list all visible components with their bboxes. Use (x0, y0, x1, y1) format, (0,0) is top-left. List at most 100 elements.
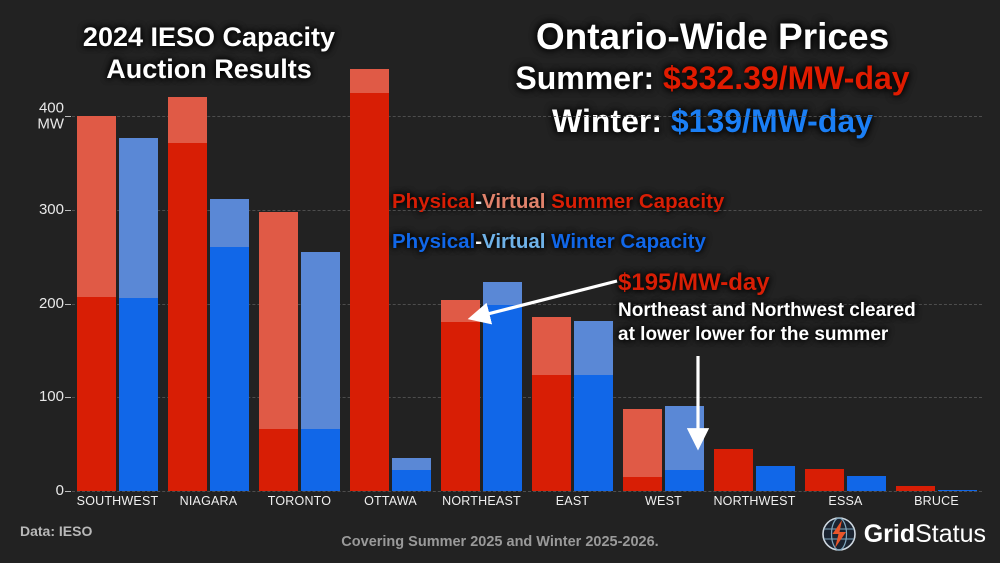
bar-segment-winter-physical[interactable] (938, 490, 977, 491)
bar-summer[interactable] (441, 299, 480, 491)
chart-title-line1: 2024 IESO Capacity (82, 22, 336, 52)
x-axis-label-niagara: NIAGARA (179, 494, 238, 508)
bar-winter[interactable] (938, 490, 977, 491)
x-axis-label-west: WEST (645, 494, 682, 508)
summer-price-row: Summer: $332.39/MW-day (440, 57, 985, 100)
x-axis-label-toronto: TORONTO (267, 494, 332, 508)
bar-segment-summer-physical[interactable] (532, 374, 571, 491)
bar-segment-winter-virtual[interactable] (119, 137, 158, 298)
y-axis-unit-label: MW (37, 115, 64, 133)
summer-price-value: $332.39/MW-day (663, 60, 910, 97)
page-title: 2024 IESO Capacity Auction Results (44, 22, 374, 86)
legend-summer-physical: Physical (392, 190, 476, 213)
winter-price-value: $139/MW-day (670, 103, 873, 140)
bar-summer[interactable] (259, 211, 298, 491)
x-axis-label-ottawa: OTTAWA (364, 494, 417, 508)
y-tick-mark-100 (65, 397, 71, 399)
bar-segment-summer-virtual[interactable] (259, 211, 298, 430)
bar-summer[interactable] (77, 116, 116, 491)
bar-segment-winter-virtual[interactable] (574, 321, 613, 375)
bar-segment-summer-physical[interactable] (896, 486, 935, 491)
bar-segment-summer-virtual[interactable] (623, 408, 662, 477)
brand-light: Status (915, 519, 986, 548)
winter-price-label: Winter: (552, 103, 671, 140)
legend-summer-virtual: Virtual (482, 190, 546, 213)
gridline-100 (72, 397, 982, 399)
bar-segment-summer-virtual[interactable] (350, 69, 389, 93)
bar-winter[interactable] (756, 465, 795, 491)
coverage-label: Covering Summer 2025 and Winter 2025-202… (341, 534, 659, 550)
bar-segment-winter-virtual[interactable] (301, 252, 340, 430)
bar-segment-summer-virtual[interactable] (532, 316, 571, 375)
bar-winter[interactable] (665, 405, 704, 491)
bar-winter[interactable] (847, 476, 886, 491)
bar-segment-winter-virtual[interactable] (483, 282, 522, 305)
y-axis-tick-300: 300 (38, 201, 64, 219)
legend-winter-tail: Winter Capacity (545, 229, 706, 253)
bar-segment-winter-physical[interactable] (665, 470, 704, 491)
bar-summer[interactable] (168, 96, 207, 491)
legend-summer-dash: - (475, 190, 483, 213)
brand-bold: Grid (863, 519, 916, 548)
x-axis-label-bruce: BRUCE (914, 494, 959, 508)
bar-segment-summer-physical[interactable] (168, 143, 207, 491)
grid-status-globe-icon (821, 517, 856, 551)
bar-group (896, 60, 977, 491)
bar-segment-winter-physical[interactable] (847, 476, 886, 491)
bar-segment-summer-physical[interactable] (623, 476, 662, 491)
bar-group (77, 60, 158, 491)
annotation-line2: at lower lower for the summer (618, 324, 889, 346)
bar-segment-winter-virtual[interactable] (210, 198, 249, 248)
y-axis-tick-200: 200 (38, 294, 64, 312)
bar-segment-winter-physical[interactable] (574, 374, 613, 491)
bar-segment-winter-physical[interactable] (483, 304, 522, 491)
bar-winter[interactable] (574, 321, 613, 491)
bar-segment-summer-physical[interactable] (77, 297, 116, 491)
chart-title-line2: Auction Results (106, 53, 312, 84)
bar-winter[interactable] (483, 282, 522, 491)
bar-segment-summer-physical[interactable] (441, 322, 480, 491)
price-panel: Ontario-Wide Prices Summer: $332.39/MW-d… (440, 16, 985, 143)
bar-segment-winter-physical[interactable] (119, 298, 158, 491)
bar-segment-winter-physical[interactable] (392, 470, 431, 491)
bar-summer[interactable] (805, 468, 844, 491)
bar-segment-winter-physical[interactable] (756, 465, 795, 491)
legend-winter-dash: - (475, 229, 483, 253)
bar-segment-winter-physical[interactable] (301, 429, 340, 491)
bar-segment-summer-physical[interactable] (714, 448, 753, 491)
bar-segment-summer-virtual[interactable] (168, 96, 207, 144)
bar-segment-winter-physical[interactable] (210, 247, 249, 491)
bar-summer[interactable] (714, 448, 753, 491)
bar-group (168, 60, 249, 491)
annotation-block: $195/MW-day Northeast and Northwest clea… (618, 268, 990, 347)
y-axis-tick-400: 400 MW (37, 99, 64, 133)
bar-summer[interactable] (896, 486, 935, 491)
bar-segment-summer-virtual[interactable] (441, 299, 480, 323)
bar-summer[interactable] (350, 69, 389, 491)
x-axis-label-east: EAST (555, 494, 590, 508)
bar-segment-summer-virtual[interactable] (77, 116, 116, 298)
bar-segment-summer-physical[interactable] (805, 468, 844, 491)
y-tick-mark-400 (65, 116, 71, 118)
bar-segment-summer-physical[interactable] (350, 92, 389, 491)
bar-summer[interactable] (532, 316, 571, 491)
y-tick-mark-0 (65, 491, 71, 492)
bar-winter[interactable] (301, 252, 340, 491)
x-axis-label-northeast: NORTHEAST (442, 494, 521, 508)
bar-segment-winter-virtual[interactable] (665, 405, 704, 471)
plot-area: 0 100 200 300 400 MW SOUTHWEST NIAGARA TORONTO O… (37, 60, 982, 508)
bar-segment-summer-physical[interactable] (259, 429, 298, 491)
bar-winter[interactable] (210, 198, 249, 491)
y-tick-mark-300 (65, 209, 71, 211)
summer-price-label: Summer: (515, 60, 663, 97)
bar-segment-winter-virtual[interactable] (392, 458, 431, 471)
x-axis-label-northwest: NORTHWEST (713, 494, 796, 508)
x-axis-label-southwest: SOUTHWEST (76, 494, 159, 508)
legend-item-winter: Physical-Virtual Winter Capacity (392, 222, 724, 262)
bar-winter[interactable] (392, 458, 431, 491)
bar-group (259, 60, 340, 491)
bar-summer[interactable] (623, 408, 662, 491)
bar-winter[interactable] (119, 137, 158, 491)
gridline-0 (72, 491, 982, 492)
bar-group (714, 60, 795, 491)
